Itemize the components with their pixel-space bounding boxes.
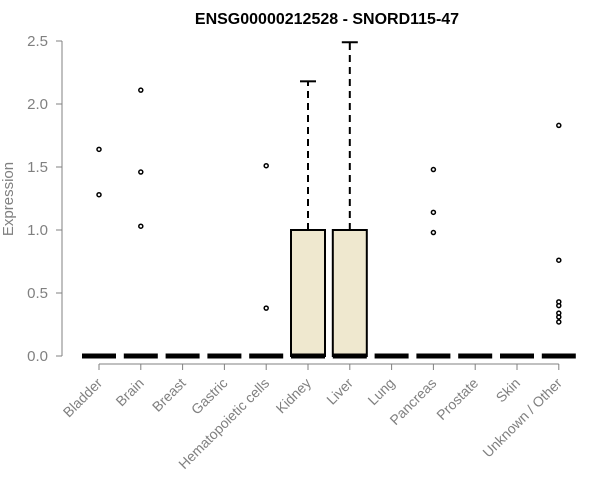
boxes-group xyxy=(82,41,576,359)
box-pancreas xyxy=(416,166,451,359)
box-liver xyxy=(331,41,368,359)
x-tick-label: Skin xyxy=(493,375,524,406)
y-tick-label: 1.0 xyxy=(27,222,48,239)
box-hematopoietic-cells xyxy=(249,162,284,359)
chart-title: ENSG00000212528 - SNORD115-47 xyxy=(195,11,459,28)
outlier-point xyxy=(138,169,144,175)
x-tick-label: Kidney xyxy=(273,375,315,417)
box-body xyxy=(331,229,368,357)
x-tick-label: Brain xyxy=(112,375,146,409)
x-tick-label: Prostate xyxy=(433,375,481,423)
outlier-point xyxy=(96,191,102,198)
box-unknown-other xyxy=(541,122,576,359)
box-body xyxy=(290,229,326,357)
y-tick-label: 1.5 xyxy=(27,159,48,176)
outlier-point xyxy=(138,87,144,93)
x-tick-label: Lung xyxy=(364,375,397,408)
box-bladder xyxy=(82,146,116,359)
y-tick-label: 2.0 xyxy=(27,96,48,113)
outlier-point xyxy=(556,299,562,305)
outlier-point xyxy=(263,305,269,311)
y-tick-label: 0.0 xyxy=(27,348,48,365)
y-tick-label: 2.5 xyxy=(27,33,48,50)
x-tick-label: Bladder xyxy=(60,375,106,421)
outlier-point xyxy=(430,229,437,236)
box-brain xyxy=(123,87,158,359)
outlier-point xyxy=(430,209,437,216)
outlier-point xyxy=(263,162,269,169)
box-kidney xyxy=(290,80,326,359)
x-tick-label: Unknown / Other xyxy=(479,375,565,461)
outlier-point xyxy=(556,319,562,325)
outlier-point xyxy=(556,257,562,263)
x-tick-label: Liver xyxy=(323,375,356,408)
outlier-point xyxy=(556,122,562,129)
outlier-point xyxy=(96,146,102,153)
outlier-point xyxy=(556,310,562,316)
outlier-point xyxy=(430,166,437,173)
x-tick-label: Breast xyxy=(149,375,189,415)
outlier-point xyxy=(138,223,144,229)
y-axis-label: Expression xyxy=(0,162,17,236)
y-axis: 0.0 0.5 1.0 1.5 2.0 2.5 xyxy=(27,33,63,365)
y-tick-label: 0.5 xyxy=(27,285,48,302)
